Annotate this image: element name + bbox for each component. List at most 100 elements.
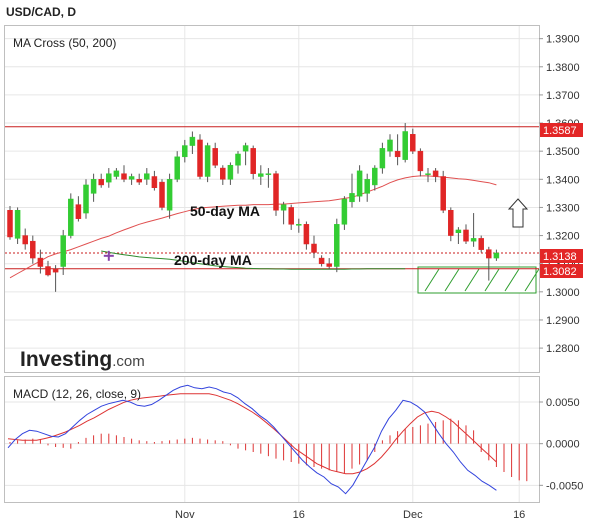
candle-body: [7, 210, 13, 238]
candle-body: [60, 235, 66, 267]
candle: [14, 207, 21, 245]
candle-body: [174, 156, 180, 180]
candle: [204, 142, 211, 183]
candle-body: [280, 204, 287, 211]
candle-body: [296, 224, 302, 226]
candle: [265, 168, 272, 188]
candle-body: [417, 150, 424, 172]
candle: [326, 258, 332, 270]
candle-body: [159, 181, 165, 208]
candle-body: [440, 176, 446, 211]
candle-body: [75, 204, 82, 219]
up-arrow-icon: [507, 198, 529, 228]
candle: [227, 162, 234, 185]
candle-body: [212, 148, 218, 166]
candle: [45, 260, 51, 277]
candle: [280, 201, 287, 225]
candle-body: [45, 266, 51, 276]
x-tick-label: Dec: [403, 509, 423, 521]
candle-body: [250, 148, 256, 174]
price-label-last: 1.3138: [540, 249, 583, 263]
candle: [68, 193, 74, 239]
candle: [356, 165, 363, 202]
investing-logo: Investing.com: [20, 348, 145, 371]
logo-investing: Investing.com: [20, 348, 145, 371]
candle: [98, 173, 104, 188]
candle-body: [448, 210, 454, 236]
macd-tick-label: 0.0050: [546, 397, 580, 409]
macd-tick-label: 0.0000: [546, 439, 580, 451]
candle-body: [106, 173, 112, 183]
macd-plot: [7, 384, 528, 495]
candle: [364, 173, 370, 202]
candle-body: [151, 176, 158, 188]
candle-body: [30, 240, 36, 259]
macd-panel-frame: [4, 376, 540, 503]
candle-body: [493, 252, 500, 259]
candle: [303, 221, 310, 250]
hatch-stroke: [444, 268, 460, 292]
candle: [478, 235, 484, 253]
candle-body: [265, 173, 272, 175]
support-zone-hatching: [424, 268, 540, 292]
candle-body: [410, 134, 416, 152]
candle-body: [37, 257, 44, 267]
price-y-axis: 1.39001.38001.37001.36001.35001.34001.33…: [539, 34, 580, 355]
ma200-annotation: 200-day MA: [174, 252, 252, 268]
candle-body: [394, 150, 401, 158]
candle: [83, 179, 89, 219]
candle-body: [326, 263, 332, 267]
candle: [455, 227, 462, 245]
candle-body: [128, 176, 135, 180]
candle: [144, 168, 150, 185]
candle: [341, 196, 348, 230]
candle: [242, 142, 249, 166]
candle-body: [227, 164, 234, 180]
candle-body: [197, 139, 203, 177]
price-panel-title: MA Cross (50, 200): [13, 36, 116, 50]
candle: [166, 173, 173, 219]
x-tick-label: 16: [293, 509, 305, 521]
candle: [410, 128, 416, 154]
macd-signal-line: [7, 393, 497, 475]
candle-body: [463, 229, 469, 242]
price-tick-label: 1.2900: [546, 315, 580, 327]
candle: [394, 134, 401, 166]
x-tick-label: Nov: [175, 509, 195, 521]
candle: [417, 148, 424, 177]
candle: [235, 151, 241, 174]
candle-body: [432, 170, 439, 177]
macd-y-axis: 0.0050 0.0000 -0.0050: [539, 397, 583, 492]
candle-body: [220, 167, 226, 180]
candle-body: [387, 139, 393, 152]
price-label-support-text: 1.3082: [543, 266, 577, 278]
candle-body: [402, 131, 408, 160]
candlesticks: [7, 123, 500, 292]
candle: [189, 131, 196, 154]
candle-body: [235, 153, 241, 166]
candle-body: [90, 179, 97, 194]
support-zone: [417, 266, 540, 294]
candle-body: [273, 173, 279, 211]
candle-body: [242, 145, 249, 152]
candle: [60, 229, 66, 275]
candle-body: [303, 224, 310, 245]
candle: [212, 142, 218, 169]
candle: [52, 265, 59, 292]
candle-body: [364, 179, 370, 194]
hatch-stroke: [524, 268, 540, 292]
hatch-stroke: [504, 268, 520, 292]
candle: [379, 142, 386, 174]
candle-body: [22, 235, 28, 245]
candle: [220, 165, 226, 185]
candle: [463, 224, 469, 245]
price-tick-label: 1.3200: [546, 231, 580, 243]
candle: [151, 170, 158, 191]
x-tick-label: 16: [513, 509, 525, 521]
candle: [334, 218, 340, 273]
macd-tick-label: -0.0050: [546, 480, 583, 492]
ma50-annotation: 50-day MA: [190, 203, 260, 219]
candle-body: [166, 179, 173, 211]
candle-body: [425, 173, 431, 175]
